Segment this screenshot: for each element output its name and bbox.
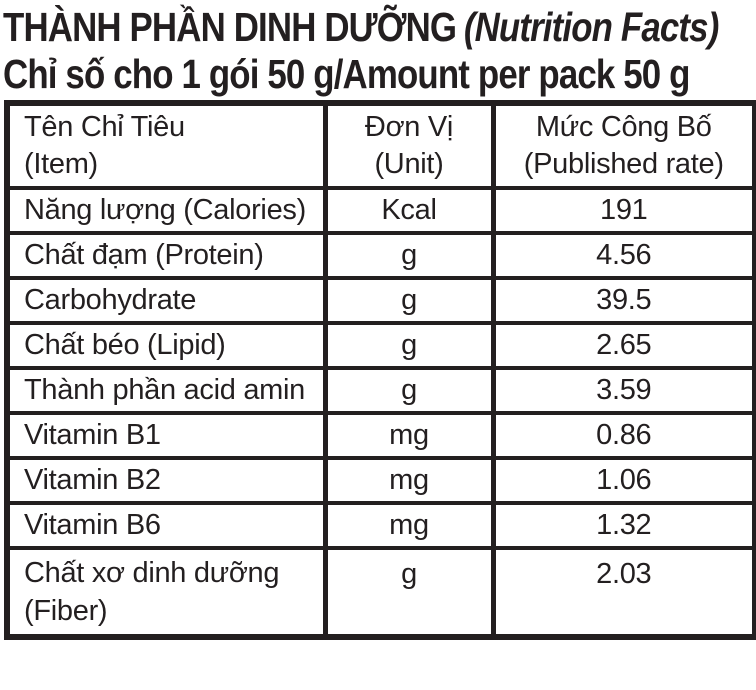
column-header-item: Tên Chỉ Tiêu (Item) (4, 101, 328, 190)
unit-cell: mg (322, 456, 496, 505)
table-row-amino-acid: Thành phần acid amin g 3.59 (4, 366, 756, 415)
value-cell: 39.5 (490, 276, 756, 325)
value-cell: 0.86 (490, 411, 756, 460)
table-row-fiber: Chất xơ dinh dưỡng (Fiber) g 2.03 (4, 546, 756, 639)
item-cell: Năng lượng (Calories) (4, 186, 328, 235)
table-row-calories: Năng lượng (Calories) Kcal 191 (4, 186, 756, 235)
unit-cell: g (322, 231, 496, 280)
unit-cell: mg (322, 411, 496, 460)
unit-cell: g (322, 366, 496, 415)
table-row-protein: Chất đạm (Protein) g 4.56 (4, 231, 756, 280)
table-header-row: Tên Chỉ Tiêu (Item) Đơn Vị (Unit) Mức Cô… (4, 101, 756, 190)
table-row-lipid: Chất béo (Lipid) g 2.65 (4, 321, 756, 370)
table-row-vitamin-b2: Vitamin B2 mg 1.06 (4, 456, 756, 505)
unit-cell: g (322, 276, 496, 325)
item-cell: Chất đạm (Protein) (4, 231, 328, 280)
item-cell: Vitamin B1 (4, 411, 328, 460)
unit-cell: mg (322, 501, 496, 550)
column-header-published-rate: Mức Công Bố (Published rate) (490, 101, 756, 190)
unit-cell: Kcal (322, 186, 496, 235)
value-cell: 3.59 (490, 366, 756, 415)
value-cell: 1.32 (490, 501, 756, 550)
unit-cell: g (322, 321, 496, 370)
item-cell: Vitamin B6 (4, 501, 328, 550)
table-row-carbohydrate: Carbohydrate g 39.5 (4, 276, 756, 325)
item-cell: Carbohydrate (4, 276, 328, 325)
unit-cell: g (322, 546, 496, 639)
value-cell: 191 (490, 186, 756, 235)
item-cell: Vitamin B2 (4, 456, 328, 505)
value-cell: 4.56 (490, 231, 756, 280)
nutrition-table: Tên Chỉ Tiêu (Item) Đơn Vị (Unit) Mức Cô… (4, 100, 756, 640)
item-cell: Thành phần acid amin (4, 366, 328, 415)
page-title-vietnamese: THÀNH PHẦN DINH DƯỠNG (3, 4, 457, 50)
item-cell: Chất xơ dinh dưỡng (Fiber) (4, 546, 328, 639)
item-cell: Chất béo (Lipid) (4, 321, 328, 370)
page-title: THÀNH PHẦN DINH DƯỠNG (Nutrition Facts) (3, 4, 719, 51)
value-cell: 2.03 (490, 546, 756, 639)
value-cell: 2.65 (490, 321, 756, 370)
page-subtitle: Chỉ số cho 1 gói 50 g/Amount per pack 50… (3, 51, 690, 97)
label-header: THÀNH PHẦN DINH DƯỠNG (Nutrition Facts) C… (0, 0, 756, 100)
table-row-vitamin-b1: Vitamin B1 mg 0.86 (4, 411, 756, 460)
column-header-unit: Đơn Vị (Unit) (322, 101, 496, 190)
value-cell: 1.06 (490, 456, 756, 505)
table-row-vitamin-b6: Vitamin B6 mg 1.32 (4, 501, 756, 550)
page-title-english: (Nutrition Facts) (463, 4, 720, 50)
